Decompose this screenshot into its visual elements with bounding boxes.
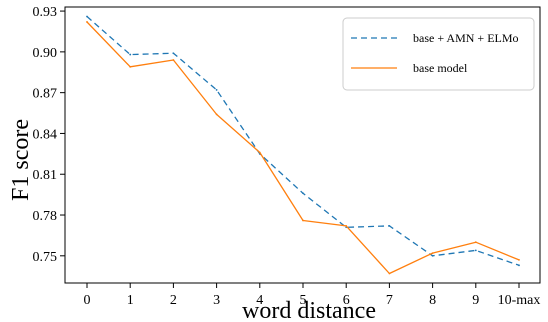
x-tick-label: 6: [343, 293, 350, 308]
y-tick-label: 0.78: [33, 209, 58, 224]
x-tick-label: 2: [170, 293, 177, 308]
series-1-point: [388, 224, 391, 227]
series-2-point: [431, 252, 434, 254]
series-2-point: [258, 151, 261, 154]
x-tick-label: 4: [256, 293, 263, 308]
y-axis-title: F1 score: [8, 119, 34, 201]
x-tick-label: 0: [84, 293, 91, 308]
series-2-point: [129, 65, 132, 68]
x-tick-label: 9: [472, 293, 479, 308]
y-tick-label: 0.81: [33, 168, 58, 183]
axes: 0.75 0.78 0.81 0.84 0.87 0.90 0.93 0 1 2 3 4 5 6 7 8 9 10…: [33, 5, 541, 308]
series-2-point: [474, 241, 477, 244]
x-tick-label: 1: [127, 293, 134, 308]
series-2-point: [302, 219, 304, 222]
series-1-point: [172, 52, 175, 55]
series-1-point: [431, 254, 434, 257]
x-tick-label: 8: [429, 293, 436, 308]
series-1-point: [129, 53, 132, 56]
y-tick-label: 0.75: [33, 250, 58, 265]
series-layer: [86, 15, 520, 275]
series-2-point: [518, 258, 520, 261]
legend: base + AMN + ELMo base model: [342, 17, 535, 91]
y-tick-label: 0.90: [33, 46, 58, 61]
x-tick-label: 3: [213, 293, 220, 308]
x-tick-label: 10-max: [498, 293, 541, 308]
x-tick-label: 5: [300, 293, 307, 308]
series-1-point: [215, 89, 218, 91]
x-axis-title: word distance: [242, 298, 376, 322]
series-2-point: [86, 21, 88, 23]
legend-box: [342, 17, 535, 91]
series-1-point: [86, 15, 88, 18]
series-1-point: [518, 264, 520, 267]
series-1-point: [302, 192, 304, 195]
series-2-point: [388, 272, 391, 275]
legend-label-series-1: base + AMN + ELMo: [413, 31, 519, 45]
series-2-point: [215, 113, 218, 116]
x-tick-label: 7: [386, 293, 393, 308]
y-tick-label: 0.87: [33, 87, 58, 102]
series-2-point: [345, 224, 348, 227]
y-tick-label: 0.84: [33, 127, 58, 142]
y-tick-label: 0.93: [33, 5, 58, 20]
series-2-point: [172, 59, 175, 61]
legend-label-series-2: base model: [413, 61, 468, 75]
series-1-point: [474, 249, 477, 252]
